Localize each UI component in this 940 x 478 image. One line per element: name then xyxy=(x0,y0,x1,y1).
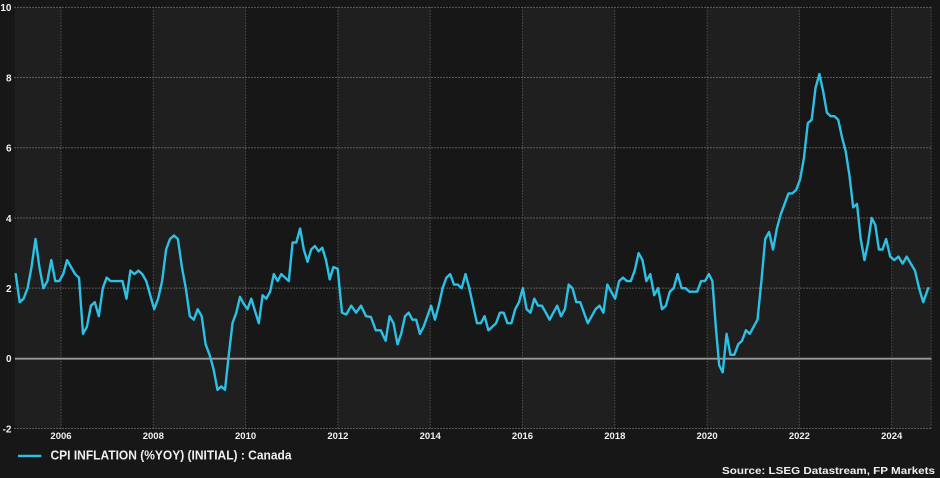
svg-text:2022: 2022 xyxy=(789,431,810,442)
svg-text:2008: 2008 xyxy=(143,431,164,442)
svg-text:8: 8 xyxy=(6,73,12,84)
svg-text:2: 2 xyxy=(6,284,12,295)
svg-text:Source: LSEG Datastream, FP Ma: Source: LSEG Datastream, FP Markets xyxy=(722,465,935,477)
svg-text:2010: 2010 xyxy=(235,431,256,442)
svg-text:2024: 2024 xyxy=(881,431,903,442)
svg-text:2006: 2006 xyxy=(50,431,71,442)
svg-text:-2: -2 xyxy=(3,424,12,435)
svg-text:2020: 2020 xyxy=(697,431,718,442)
svg-text:2014: 2014 xyxy=(420,431,442,442)
svg-text:10: 10 xyxy=(0,3,12,14)
svg-text:2018: 2018 xyxy=(604,431,625,442)
svg-text:0: 0 xyxy=(6,354,12,365)
svg-text:6: 6 xyxy=(6,144,12,155)
svg-text:2016: 2016 xyxy=(512,431,533,442)
svg-text:2012: 2012 xyxy=(327,431,348,442)
svg-text:CPI INFLATION (%YOY) (INITIAL): CPI INFLATION (%YOY) (INITIAL) : Canada xyxy=(51,448,293,463)
svg-text:4: 4 xyxy=(6,214,12,225)
